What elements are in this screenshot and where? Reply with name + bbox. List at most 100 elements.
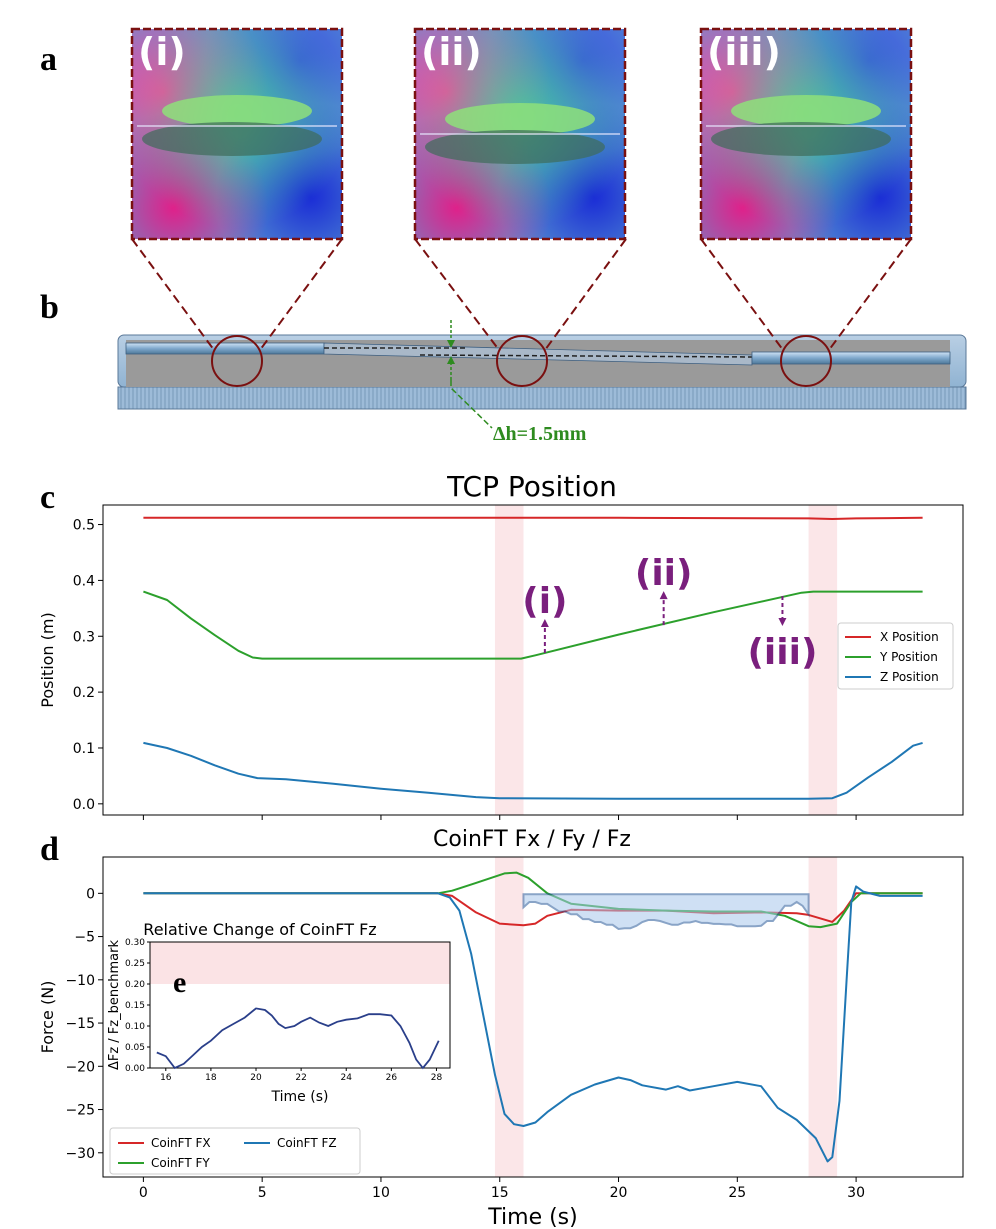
panel-letter-b: b [40,289,59,326]
image-label: (iii) [707,30,781,74]
inset-y-tick-label: 0.05 [125,1043,145,1053]
inset-x-tick-label: 22 [295,1073,306,1083]
y-tick-label: 0.1 [73,741,95,757]
inset-chart-e: Relative Change of CoinFT Fz 16 18 20 22 24 26… [106,912,456,1106]
inset-x-tick-label: 18 [205,1073,217,1083]
zoom-lines [131,238,912,351]
y-axis-label: Position (m) [38,612,57,707]
inset-x-tick-label: 16 [160,1073,172,1083]
rod-schematic: Δh=1.5mm [117,320,967,445]
inset-x-tick-label: 24 [341,1073,353,1083]
contact-bright [731,95,881,127]
panel-letter-d: d [40,831,59,868]
x-tick-label: 5 [258,1185,267,1201]
inset-title: Relative Change of CoinFT Fz [143,920,376,939]
rod-right [751,351,951,365]
coinft-force-chart: 0 5 10 15 20 25 30 0 −5 −10 −15 −20 −25 −30 Force (N) T… [38,856,964,1229]
y-tick-label: −30 [65,1146,95,1162]
contact-bright [162,95,312,127]
inset-y-tick-label: 0.25 [125,959,145,969]
legend-c: X Position Y Position Z Position [837,622,954,690]
annotation-2: (ii) [635,553,693,626]
x-tick-label: 20 [610,1185,628,1201]
annotation-1: (i) [522,581,568,654]
rod-left [125,342,325,355]
image-label: (ii) [421,30,482,74]
contact-circle-i [211,335,263,387]
legend-entry: CoinFT FY [151,1156,210,1170]
contact-dark [425,130,605,164]
legend-entry: Y Position [879,650,938,664]
inset-y-tick-label: 0.00 [125,1064,145,1074]
plot-frame [102,856,964,1178]
chart-c-title: TCP Position [446,470,617,503]
x-tick-label: 25 [728,1185,746,1201]
x-tick-label: 30 [847,1185,865,1201]
x-axis-label: Time (s) [487,1205,577,1229]
shaded-region-2 [808,505,838,815]
image-frame [130,27,344,241]
inset-y-label: ΔFz / Fz_benchmark [107,940,122,1070]
contact-circle-ii [496,335,548,387]
contact-circle-iii [780,335,832,387]
series-line-coinft-fz [143,885,923,1163]
y-tick-label: 0.3 [73,629,95,645]
chart-d-title: CoinFT Fx / Fy / Fz [433,827,631,852]
contact-dark [711,122,891,156]
y-tick-label: 0.4 [73,573,95,589]
legend-entry: Z Position [880,670,939,684]
tactile-images: (i) (ii) (iii) [130,27,913,241]
inset-shaded-region [150,942,450,984]
legend-box [109,1127,361,1175]
inset-x-tick-label: 28 [431,1073,443,1083]
inset-x-tick-label: 26 [386,1073,398,1083]
y-tick-label: −10 [65,973,95,989]
inset-x-label: Time (s) [271,1089,329,1105]
plot-frame [102,504,964,816]
x-tick-label: 10 [372,1185,390,1201]
y-tick-label: 0.2 [73,685,95,701]
x-tick-label: 15 [491,1185,509,1201]
legend-d: CoinFT FX CoinFT FY CoinFT FZ [109,1127,361,1175]
panel-letter-c: c [40,479,55,516]
y-tick-label: −5 [74,930,95,946]
y-tick-label: −15 [65,1016,95,1032]
y-axis-label: Force (N) [38,981,57,1054]
annotation-label: (iii) [747,632,817,673]
legend-entry: CoinFT FX [151,1136,211,1150]
tactile-image-2: (ii) [413,27,627,241]
annotation-label: (ii) [635,553,693,594]
image-frame [413,27,627,241]
annotation-arrowhead [659,591,668,600]
annotation-label: (i) [522,581,567,622]
inset-y-tick-label: 0.15 [125,1001,145,1011]
inset-x-tick-label: 20 [250,1073,262,1083]
inset-y-tick-label: 0.10 [125,1022,145,1032]
shaded-region-1 [494,505,524,815]
y-tick-label: 0.5 [73,518,95,534]
annotation-3: (iii) [747,596,817,673]
tcp-position-chart: 0.0 0.1 0.2 0.3 0.4 0.5 Position (m) (i) (ii) (ii… [38,504,964,820]
inset-background [106,912,456,1106]
panel-letter-e: e [173,966,186,999]
series-line-x-position [143,516,923,520]
delta-h-label: Δh=1.5mm [493,423,587,445]
annotation-arrowhead [778,618,787,627]
y-tick-label: −20 [65,1059,95,1075]
image-frame [699,27,913,241]
y-tick-label: 0.0 [73,797,95,813]
y-tick-label: −25 [65,1103,95,1119]
image-label: (i) [138,30,186,74]
x-tick-label: 0 [139,1185,148,1201]
tactile-image-1: (i) [130,27,344,241]
shaded-region-2 [808,857,838,1177]
shaded-region-1 [494,857,524,1177]
legend-entry: CoinFT FZ [277,1136,337,1150]
panel-letter-a: a [40,41,57,78]
legend-box [837,622,954,690]
series-line-y-position [143,590,923,660]
inset-series-line [156,1007,440,1070]
contact-dark [142,122,322,156]
inset-y-tick-label: 0.20 [125,980,145,990]
